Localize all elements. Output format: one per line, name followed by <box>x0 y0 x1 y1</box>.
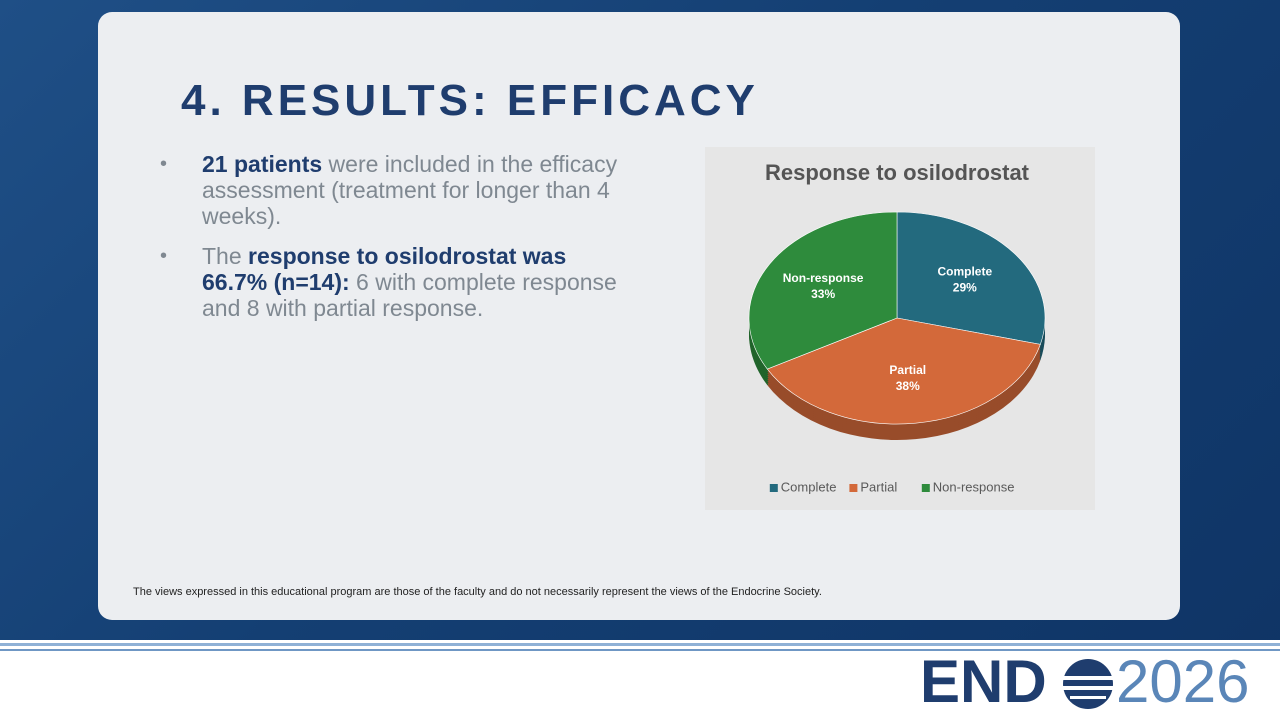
legend-swatch <box>921 484 930 492</box>
rule <box>0 643 1280 646</box>
bullet-text: The <box>202 243 249 269</box>
footer-band: END 2026 <box>0 640 1280 720</box>
bullet-text: 6 with complete response and 8 with part… <box>202 269 617 321</box>
legend-label: Partial <box>860 479 897 494</box>
bullet: 21 patients were included in the efficac… <box>160 151 632 229</box>
slide-title: 4. RESULTS: EFFICACY <box>181 76 759 125</box>
legend-label: Non-response <box>933 479 1015 494</box>
bullet-text: were included in the efficacy assessment… <box>202 151 618 229</box>
slice-label: Partial <box>889 363 926 377</box>
logo-globe <box>1063 659 1113 709</box>
rule <box>0 649 1280 651</box>
legend-swatch <box>769 484 778 492</box>
logo-year: 2026 <box>1116 648 1249 715</box>
pie-slice <box>748 211 898 370</box>
slice-value: 38% <box>896 379 920 393</box>
chart: Response to osilodrostat Complete 29% Part… <box>705 147 1095 510</box>
slice-value: 33% <box>811 287 835 301</box>
bullet-text: response to osilodrostat was 66.7% (n=14… <box>202 243 567 295</box>
disclaimer: The views expressed in this educational … <box>133 586 822 598</box>
legend-label: Complete <box>781 479 837 494</box>
pie-slice <box>896 211 1046 345</box>
bullet: The response to osilodrostat was 66.7% (… <box>160 243 632 321</box>
logo-text: END <box>920 648 1047 715</box>
bullet-text: 21 patients <box>202 151 323 177</box>
chart-title: Response to osilodrostat <box>765 160 1030 185</box>
legend-swatch <box>849 484 858 492</box>
slice-label: Non-response <box>783 271 864 285</box>
logo: END 2026 <box>920 648 1249 715</box>
slice-value: 29% <box>953 280 977 294</box>
slice-label: Complete <box>937 264 992 278</box>
pie-slice <box>766 317 1041 425</box>
